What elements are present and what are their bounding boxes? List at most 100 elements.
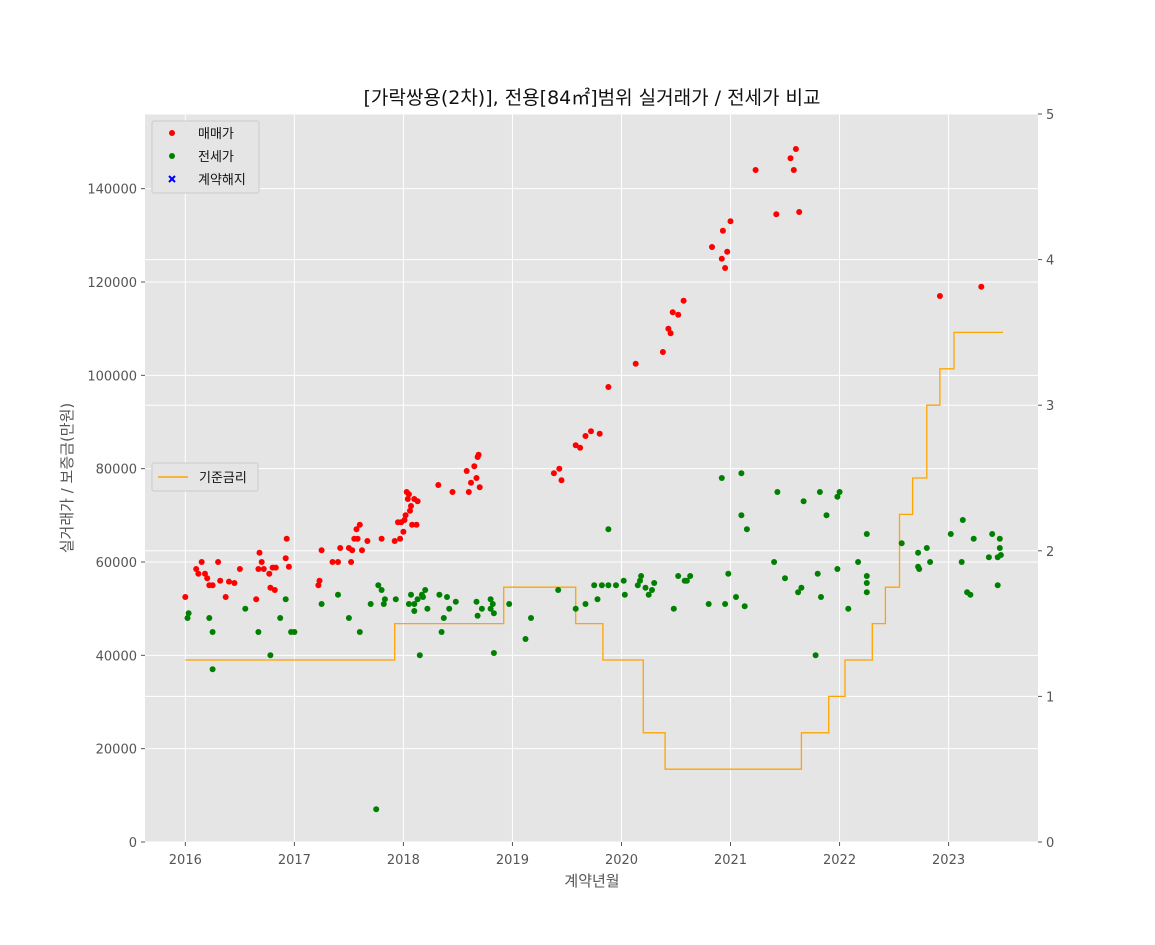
sale-price-point: [193, 566, 200, 572]
jeonse-price-point: [782, 575, 788, 582]
sale-price-point: [337, 545, 344, 551]
jeonse-price-point: [572, 605, 579, 612]
sale-price-point: [550, 470, 557, 477]
jeonse-price-point: [996, 535, 1003, 542]
jeonse-price-point: [440, 615, 447, 621]
sale-price-point: [397, 535, 404, 542]
sale-price-point: [354, 535, 361, 542]
jeonse-price-point: [555, 587, 562, 593]
sale-price-point: [198, 559, 205, 565]
jeonse-price-point: [985, 554, 992, 561]
sale-price-point: [471, 463, 478, 470]
jeonse-price-point: [836, 489, 843, 495]
jeonse-price-point: [834, 566, 841, 572]
legend-label-jeonse: 전세가: [198, 150, 234, 165]
sale-price-point: [316, 577, 323, 584]
sale-price-point: [659, 349, 666, 355]
sale-price-point: [435, 482, 442, 488]
jeonse-price-point: [591, 582, 598, 589]
sale-price-point: [709, 244, 715, 250]
jeonse-price-point: [774, 489, 781, 495]
jeonse-price-point: [898, 540, 905, 547]
jeonse-price-point: [416, 652, 423, 659]
sale-price-point: [271, 587, 278, 593]
sale-price-point: [282, 555, 289, 562]
axis-ticks: 2016 2017 2018 2019 2020 2021 2022 202302000040…: [87, 108, 1054, 868]
sale-price-point: [465, 489, 472, 495]
jeonse-price-point: [814, 570, 821, 577]
y-tick-label: 40000: [96, 649, 137, 664]
legend-main: 매매가 전세가 계약해지: [151, 120, 260, 194]
jeonse-price-point: [816, 489, 823, 495]
sale-price-point: [285, 563, 292, 570]
jeonse-price-point: [490, 650, 497, 656]
sale-price-point: [402, 512, 409, 519]
sale-price-point: [364, 538, 371, 544]
jeonse-price-point: [823, 512, 830, 519]
sale-price-point: [556, 465, 563, 472]
jeonse-price-point: [473, 598, 480, 605]
sale-price-point: [680, 297, 687, 304]
sale-price-point: [204, 575, 211, 582]
jeonse-price-point: [996, 545, 1003, 551]
x-tick-label: 2022: [823, 853, 856, 868]
sale-price-point: [266, 570, 273, 577]
y-tick-label: 80000: [96, 463, 137, 478]
jeonse-price-point: [741, 603, 748, 610]
jeonse-price-point: [367, 601, 374, 607]
y2-tick-label: 5: [1046, 108, 1054, 123]
sale-price-point: [413, 521, 420, 528]
jeonse-price-point: [994, 582, 1001, 589]
jeonse-price-point: [408, 591, 414, 598]
sale-price-point: [378, 535, 385, 542]
legend-label-cancel: 계약해지: [198, 173, 246, 188]
sale-price-point: [349, 547, 356, 554]
y-tick-label: 100000: [87, 369, 137, 384]
sale-price-point: [348, 559, 355, 565]
jeonse-price-point: [637, 577, 643, 584]
jeonse-price-point: [424, 605, 431, 612]
jeonse-price-point: [528, 615, 534, 621]
sale-price-point: [463, 468, 470, 474]
sale-price-point: [665, 325, 672, 332]
jeonse-price-point: [474, 612, 481, 619]
jeonse-price-point: [718, 475, 725, 481]
jeonse-price-point: [487, 605, 494, 612]
jeonse-price-point: [522, 636, 529, 642]
sale-price-point: [669, 309, 676, 316]
jeonse-price-point: [855, 559, 862, 565]
sale-price-point: [408, 503, 414, 509]
jeonse-price-point: [927, 559, 934, 565]
legend-x-cancel: [168, 175, 176, 183]
sale-price-point: [936, 293, 943, 299]
sale-price-point: [596, 430, 603, 437]
jeonse-price-point: [725, 570, 732, 577]
legend-dot-jeonse: [169, 153, 175, 159]
legend-label-sale: 매매가: [198, 127, 234, 142]
jeonse-price-point: [411, 608, 418, 614]
jeonse-price-point: [958, 559, 965, 565]
jeonse-price-point: [722, 601, 729, 607]
sale-price-point: [283, 535, 290, 542]
jeonse-price-point: [605, 582, 612, 589]
y-axis-label: 실거래가 / 보증금(만원): [58, 403, 76, 554]
sale-price-point: [315, 582, 322, 589]
jeonse-price-point: [916, 566, 923, 572]
sale-price-point: [978, 283, 985, 290]
jeonse-price-point: [705, 601, 712, 607]
jeonse-price-point: [687, 573, 694, 579]
jeonse-price-point: [800, 498, 807, 505]
sale-price-point: [217, 577, 224, 584]
sale-price-point: [719, 227, 726, 234]
jeonse-price-point: [209, 629, 216, 635]
sale-price-point: [222, 594, 229, 600]
sale-price-point: [667, 330, 674, 337]
jeonse-price-point: [209, 666, 216, 673]
sale-price-point: [577, 444, 584, 451]
jeonse-price-point: [478, 605, 485, 612]
jeonse-price-point: [422, 587, 429, 593]
legend-dot-sale: [169, 130, 175, 136]
legend-rate-box: [151, 462, 259, 492]
sale-price-point: [215, 559, 222, 565]
sale-price-point: [632, 360, 639, 367]
